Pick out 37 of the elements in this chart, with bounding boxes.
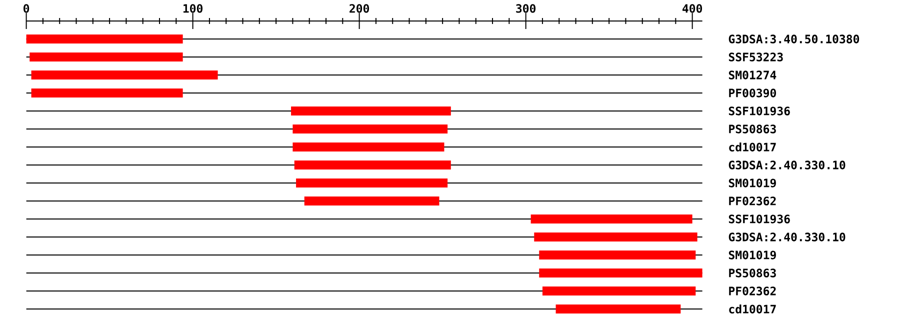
x-tick-label: 400 <box>682 4 702 13</box>
y-tick-label: G3DSA:2.40.330.10 <box>728 160 846 170</box>
bar <box>556 304 681 314</box>
y-tick-label: SSF101936 <box>728 214 790 224</box>
y-tick-label: PF00390 <box>729 88 776 98</box>
y-tick-label: PF02362 <box>729 286 776 296</box>
y-tick-label: PF02362 <box>729 196 776 206</box>
y-tick-label: SM01019 <box>728 250 776 260</box>
x-tick-label: 100 <box>183 4 202 13</box>
y-tick-label: SSF101936 <box>728 106 790 116</box>
bar <box>304 196 440 206</box>
bar <box>542 286 696 296</box>
bar <box>539 250 696 260</box>
y-tick-label: SSF53223 <box>728 52 783 62</box>
bar <box>31 88 183 98</box>
y-tick-label: SM01274 <box>728 70 776 80</box>
bar <box>534 232 698 242</box>
x-tick-label: 200 <box>350 4 370 13</box>
y-tick-label: PS50863 <box>729 124 776 134</box>
bar <box>292 142 444 152</box>
bar <box>291 106 451 116</box>
y-tick-label: cd10017 <box>729 142 776 152</box>
bar <box>30 52 183 62</box>
bar <box>26 34 183 44</box>
y-tick-label: PS50863 <box>729 268 776 278</box>
bar <box>530 214 692 224</box>
bar <box>294 160 451 170</box>
bar <box>296 178 448 188</box>
bar <box>539 268 702 278</box>
x-tick-label: 300 <box>516 4 536 13</box>
y-tick-label: cd10017 <box>729 304 776 314</box>
bar <box>292 124 448 134</box>
y-tick-label: G3DSA:3.40.50.10380 <box>728 34 860 44</box>
y-tick-label: SM01019 <box>728 178 776 188</box>
y-tick-label: G3DSA:2.40.330.10 <box>728 232 846 242</box>
bar <box>31 70 218 80</box>
x-tick-label: 0 <box>24 4 30 13</box>
